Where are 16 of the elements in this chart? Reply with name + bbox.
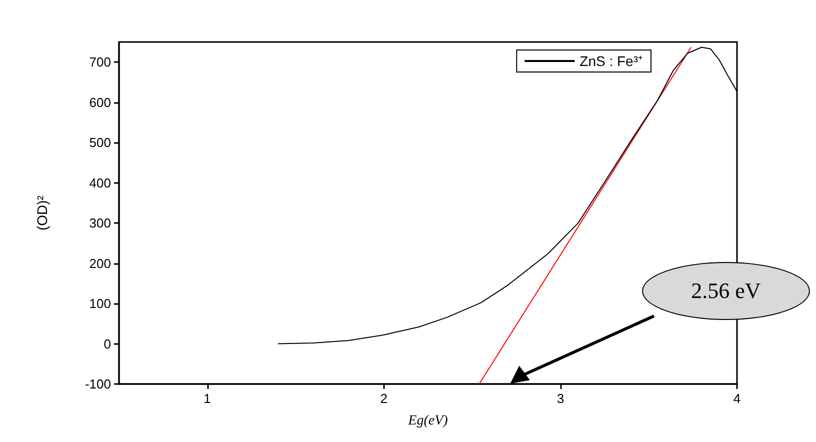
y-tick-label: 100 (89, 296, 111, 312)
x-tick-label: 3 (556, 391, 564, 406)
y-tick-label: 200 (89, 256, 111, 271)
y-tick-label: 600 (89, 94, 111, 110)
y-tick-label: 500 (89, 135, 111, 150)
y-tick-label: 400 (89, 175, 111, 190)
x-tick-label: 1 (204, 391, 211, 406)
y-tick-label: -100 (84, 376, 111, 392)
y-tick-label: 0 (104, 336, 111, 352)
y-axis-title: (OD)² (34, 195, 50, 230)
x-tick-label: 4 (733, 391, 741, 406)
x-axis-title: Eg(eV) (407, 414, 448, 428)
y-tick-label: 300 (89, 216, 111, 231)
y-tick-label: 700 (89, 54, 111, 70)
legend-label: ZnS : Fe³⁺ (580, 53, 644, 69)
x-tick-label: 2 (380, 391, 388, 406)
